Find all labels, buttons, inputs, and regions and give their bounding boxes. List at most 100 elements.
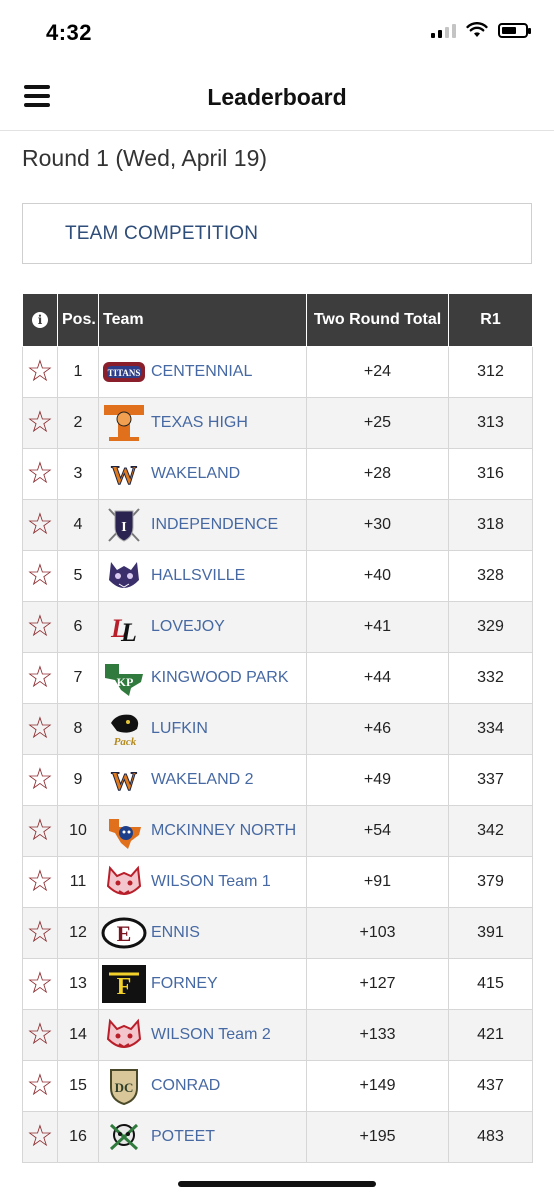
team-name-link[interactable]: ENNIS [151, 924, 200, 941]
favorite-cell: ☆ [22, 805, 58, 857]
star-icon[interactable]: ☆ [26, 1069, 54, 1102]
r1-cell: 379 [448, 856, 533, 908]
star-icon[interactable]: ☆ [26, 406, 54, 439]
svg-text:W: W [111, 461, 137, 490]
svg-text:W: W [111, 767, 137, 796]
team-name-link[interactable]: HALLSVILLE [151, 567, 246, 584]
table-row[interactable]: ☆ 8 Pack LUFKIN +46 334 [22, 703, 533, 755]
star-icon[interactable]: ☆ [26, 712, 54, 745]
shield-swords-logo-icon: I [101, 505, 147, 545]
star-icon[interactable]: ☆ [26, 610, 54, 643]
team-cell: W W WAKELAND [98, 448, 307, 500]
table-row[interactable]: ☆ 14 WILSON Team 2 +133 421 [22, 1009, 533, 1061]
position-cell: 15 [57, 1060, 99, 1112]
position-cell: 9 [57, 754, 99, 806]
team-name-link[interactable]: FORNEY [151, 975, 218, 992]
team-cell: MCKINNEY NORTH [98, 805, 307, 857]
position-cell: 3 [57, 448, 99, 500]
r1-column-header: R1 [448, 293, 533, 347]
favorite-cell: ☆ [22, 856, 58, 908]
total-cell: +30 [306, 499, 449, 551]
table-row[interactable]: ☆ 6 L L LOVEJOY +41 329 [22, 601, 533, 653]
table-row[interactable]: ☆ 13 F FORNEY +127 415 [22, 958, 533, 1010]
team-name-link[interactable]: MCKINNEY NORTH [151, 822, 297, 839]
team-name-link[interactable]: INDEPENDENCE [151, 516, 279, 533]
star-icon[interactable]: ☆ [26, 457, 54, 490]
star-icon[interactable]: ☆ [26, 1018, 54, 1051]
svg-text:L: L [110, 614, 127, 643]
table-row[interactable]: ☆ 3 W W WAKELAND +28 316 [22, 448, 533, 500]
leaderboard-table: i Pos. Team Two Round Total R1 ☆ 1 TITANS C… [22, 293, 533, 1163]
r1-cell: 313 [448, 397, 533, 449]
r1-cell: 332 [448, 652, 533, 704]
status-bar: 4:32 [0, 0, 554, 70]
team-name-link[interactable]: CONRAD [151, 1077, 221, 1094]
team-name-link[interactable]: WILSON Team 2 [151, 1026, 271, 1043]
total-cell: +25 [306, 397, 449, 449]
svg-text:E: E [117, 921, 132, 946]
team-name-link[interactable]: WAKELAND [151, 465, 241, 482]
hamburger-menu-icon[interactable] [24, 85, 50, 107]
star-icon[interactable]: ☆ [26, 559, 54, 592]
team-cell: E ENNIS [98, 907, 307, 959]
svg-text:DC: DC [115, 1080, 134, 1095]
team-cell: TITANS CENTENNIAL [98, 346, 307, 398]
dc-crest-logo-icon: DC [101, 1066, 147, 1106]
total-cell: +49 [306, 754, 449, 806]
favorite-cell: ☆ [22, 1111, 58, 1163]
star-icon[interactable]: ☆ [26, 814, 54, 847]
favorite-cell: ☆ [22, 754, 58, 806]
star-icon[interactable]: ☆ [26, 763, 54, 796]
total-cell: +54 [306, 805, 449, 857]
star-icon[interactable]: ☆ [26, 661, 54, 694]
table-row[interactable]: ☆ 16 POTEET +195 483 [22, 1111, 533, 1163]
table-row[interactable]: ☆ 12 E ENNIS +103 391 [22, 907, 533, 959]
table-row[interactable]: ☆ 1 TITANS CENTENNIAL +24 312 [22, 346, 533, 398]
team-name-link[interactable]: LOVEJOY [151, 618, 225, 635]
team-name-link[interactable]: WAKELAND 2 [151, 771, 254, 788]
info-column-header[interactable]: i [22, 293, 58, 347]
r1-cell: 328 [448, 550, 533, 602]
team-name-link[interactable]: WILSON Team 1 [151, 873, 271, 890]
wildcat-logo-icon [101, 1015, 147, 1055]
team-name-link[interactable]: CENTENNIAL [151, 363, 253, 380]
star-icon[interactable]: ☆ [26, 865, 54, 898]
svg-text:I: I [121, 520, 126, 535]
table-row[interactable]: ☆ 11 WILSON Team 1 +91 379 [22, 856, 533, 908]
table-row[interactable]: ☆ 4 I INDEPENDENCE +30 318 [22, 499, 533, 551]
star-icon[interactable]: ☆ [26, 508, 54, 541]
favorite-cell: ☆ [22, 652, 58, 704]
star-icon[interactable]: ☆ [26, 916, 54, 949]
r1-cell: 483 [448, 1111, 533, 1163]
table-row[interactable]: ☆ 2 TEXAS HIGH +25 313 [22, 397, 533, 449]
position-cell: 12 [57, 907, 99, 959]
team-name-link[interactable]: LUFKIN [151, 720, 208, 737]
team-name-link[interactable]: TEXAS HIGH [151, 414, 248, 431]
total-cell: +127 [306, 958, 449, 1010]
total-cell: +28 [306, 448, 449, 500]
team-competition-link[interactable]: TEAM COMPETITION [65, 223, 259, 244]
position-cell: 1 [57, 346, 99, 398]
r1-cell: 337 [448, 754, 533, 806]
star-icon[interactable]: ☆ [26, 355, 54, 388]
table-header-row: i Pos. Team Two Round Total R1 [22, 293, 533, 347]
table-row[interactable]: ☆ 15 DC CONRAD +149 437 [22, 1060, 533, 1112]
table-row[interactable]: ☆ 5 HALLSVILLE +40 328 [22, 550, 533, 602]
favorite-cell: ☆ [22, 907, 58, 959]
table-row[interactable]: ☆ 9 W W WAKELAND 2 +49 337 [22, 754, 533, 806]
team-name-link[interactable]: KINGWOOD PARK [151, 669, 289, 686]
r1-cell: 316 [448, 448, 533, 500]
leaderboard-body: ☆ 1 TITANS CENTENNIAL +24 312 ☆ 2 TEXAS HIGH +25 3… [22, 346, 533, 1163]
star-icon[interactable]: ☆ [26, 967, 54, 1000]
info-icon[interactable]: i [32, 312, 48, 328]
team-cell: Pack LUFKIN [98, 703, 307, 755]
table-row[interactable]: ☆ 10 MCKINNEY NORTH +54 342 [22, 805, 533, 857]
star-icon[interactable]: ☆ [26, 1120, 54, 1153]
tiger-t-logo-icon [101, 403, 147, 443]
table-row[interactable]: ☆ 7 KP KINGWOOD PARK +44 332 [22, 652, 533, 704]
home-indicator[interactable] [178, 1181, 376, 1187]
team-name-link[interactable]: POTEET [151, 1128, 216, 1145]
battery-icon [498, 22, 531, 38]
